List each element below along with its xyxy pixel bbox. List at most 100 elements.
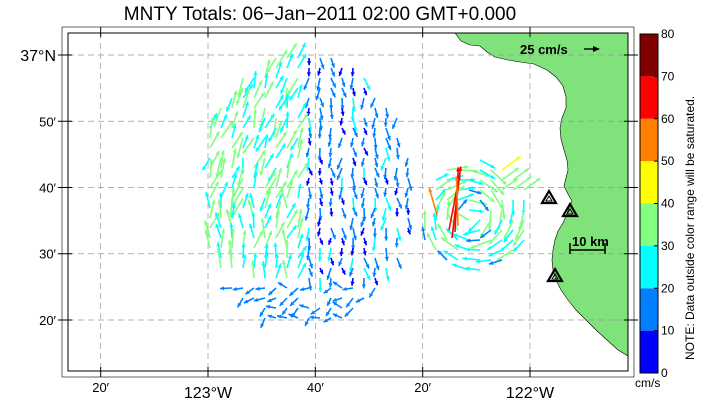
current-vector bbox=[286, 42, 298, 59]
current-vector bbox=[363, 87, 368, 96]
current-vector bbox=[514, 219, 525, 240]
scale-arrow-label: 25 cm/s bbox=[520, 42, 568, 57]
current-vector bbox=[275, 120, 283, 139]
current-vector bbox=[264, 113, 275, 129]
current-vector bbox=[264, 59, 271, 79]
current-vector bbox=[404, 187, 409, 198]
current-vector bbox=[352, 187, 358, 200]
current-vector bbox=[264, 134, 269, 149]
map-grid bbox=[68, 33, 628, 371]
current-vector bbox=[329, 107, 334, 120]
current-vector bbox=[237, 213, 244, 229]
current-vector bbox=[232, 177, 244, 198]
current-vector bbox=[384, 177, 389, 185]
current-vector bbox=[430, 226, 437, 241]
scale-bar-label: 10 km bbox=[572, 234, 609, 249]
current-vector bbox=[385, 267, 390, 281]
current-vector bbox=[286, 202, 296, 219]
current-vector bbox=[352, 227, 357, 241]
current-vector bbox=[360, 227, 365, 236]
current-vector bbox=[242, 137, 255, 154]
current-vector bbox=[452, 263, 470, 271]
current-vector bbox=[332, 297, 343, 302]
current-vector bbox=[303, 77, 310, 91]
current-vector bbox=[255, 286, 266, 291]
current-vector bbox=[318, 117, 323, 131]
current-vector bbox=[275, 200, 282, 219]
current-vector bbox=[275, 210, 280, 229]
current-vector bbox=[253, 297, 266, 302]
current-vectors bbox=[201, 42, 541, 329]
current-vector bbox=[351, 237, 356, 250]
current-vector bbox=[394, 187, 399, 196]
current-vector bbox=[264, 230, 273, 249]
current-vector bbox=[318, 277, 323, 292]
current-vector bbox=[374, 257, 380, 271]
colorbar-tick-label: 20 bbox=[661, 281, 675, 295]
current-vector bbox=[217, 199, 222, 219]
current-vector bbox=[490, 189, 504, 210]
current-vector bbox=[275, 263, 282, 279]
current-vector bbox=[253, 108, 258, 129]
current-vector bbox=[363, 127, 368, 136]
current-vector bbox=[305, 157, 310, 172]
current-vector bbox=[396, 227, 402, 241]
current-vector bbox=[281, 307, 288, 316]
current-vector bbox=[501, 155, 522, 171]
current-vector bbox=[297, 42, 307, 59]
current-vector bbox=[332, 313, 343, 319]
current-vector bbox=[332, 281, 343, 289]
current-vector bbox=[374, 167, 380, 178]
current-vector bbox=[319, 97, 325, 108]
colorbar-tick-label: 60 bbox=[661, 112, 675, 126]
current-vector bbox=[457, 193, 475, 201]
current-vector bbox=[374, 277, 379, 286]
current-vector bbox=[317, 67, 322, 76]
current-vector bbox=[231, 148, 237, 169]
current-vector bbox=[360, 137, 365, 147]
current-vector bbox=[338, 187, 343, 200]
current-vector bbox=[372, 127, 377, 138]
current-vector bbox=[407, 177, 413, 191]
current-vector bbox=[220, 158, 227, 179]
current-vector bbox=[214, 212, 222, 229]
current-vector bbox=[501, 199, 506, 220]
current-vector bbox=[380, 157, 387, 171]
current-vector bbox=[446, 212, 459, 231]
current-vector bbox=[236, 297, 244, 308]
current-vector bbox=[242, 134, 249, 149]
current-vector bbox=[328, 127, 333, 139]
current-vector bbox=[488, 259, 503, 265]
current-vector bbox=[231, 165, 241, 179]
current-vector bbox=[286, 169, 298, 189]
current-vector bbox=[396, 257, 402, 269]
current-vector bbox=[264, 215, 272, 229]
current-vector bbox=[363, 117, 368, 127]
current-vector bbox=[326, 267, 332, 281]
current-vector bbox=[467, 219, 481, 233]
current-vector bbox=[496, 249, 514, 262]
current-vector bbox=[308, 257, 314, 269]
current-vector bbox=[368, 287, 376, 298]
current-vector bbox=[383, 117, 388, 127]
current-vector bbox=[317, 227, 322, 237]
current-vector bbox=[448, 175, 461, 231]
current-vector bbox=[479, 229, 492, 239]
current-vector bbox=[523, 177, 541, 191]
current-vector bbox=[340, 197, 345, 205]
lat-tick-label: 30′ bbox=[39, 247, 56, 262]
colorbar-tick-label: 30 bbox=[661, 239, 675, 253]
current-vector bbox=[306, 247, 311, 261]
current-vector bbox=[231, 90, 238, 109]
current-vector bbox=[360, 217, 365, 228]
current-vector bbox=[395, 207, 400, 217]
current-vector bbox=[327, 157, 332, 169]
current-vector bbox=[490, 179, 505, 196]
current-vector bbox=[264, 81, 275, 99]
colorbar-note: NOTE: Data outside color range will be s… bbox=[683, 95, 697, 360]
current-vector bbox=[209, 181, 220, 199]
current-vector bbox=[220, 114, 228, 129]
current-vector bbox=[396, 197, 403, 209]
current-vector bbox=[330, 257, 335, 266]
current-vector bbox=[371, 237, 376, 252]
